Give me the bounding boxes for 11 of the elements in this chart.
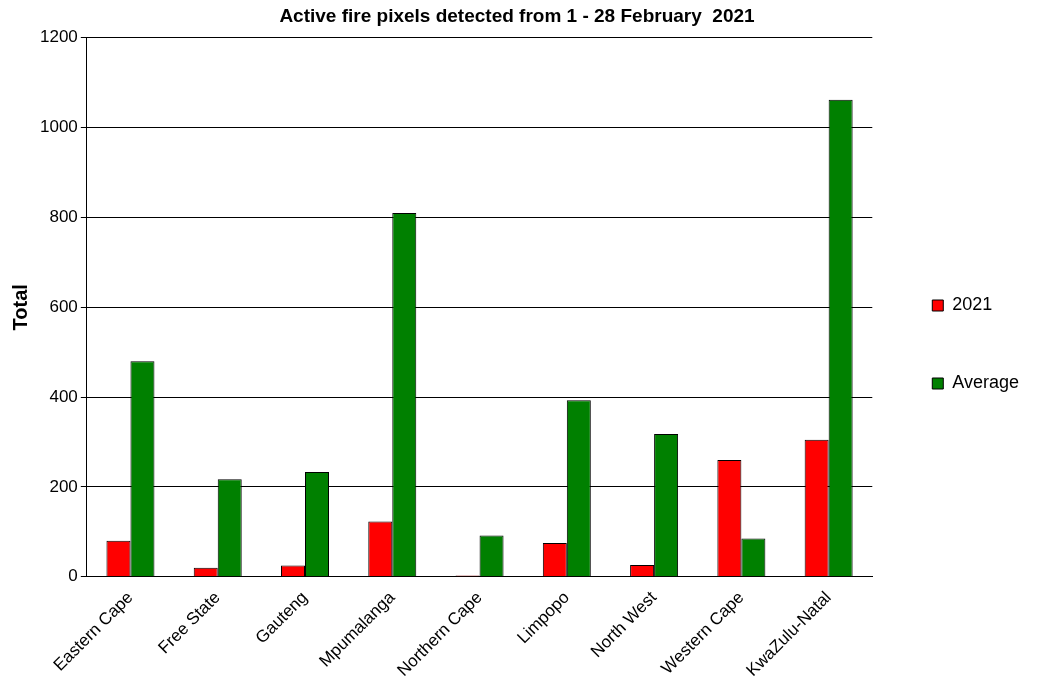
y-tick-label: 0 <box>68 566 78 586</box>
y-tick-label: 200 <box>49 476 78 496</box>
y-tick-label: 1000 <box>39 117 78 137</box>
y-axis-title: Total <box>8 284 31 331</box>
legend-label: 2021 <box>952 294 993 315</box>
y-tick-label: 600 <box>49 296 78 316</box>
y-tick-label: 1200 <box>39 27 78 47</box>
y-tick-label: 400 <box>49 386 78 406</box>
legend-label: Average <box>952 372 1019 393</box>
chart-title: Active fire pixels detected from 1 - 28 February 2021 <box>279 4 756 26</box>
y-tick-label: 800 <box>49 207 78 227</box>
